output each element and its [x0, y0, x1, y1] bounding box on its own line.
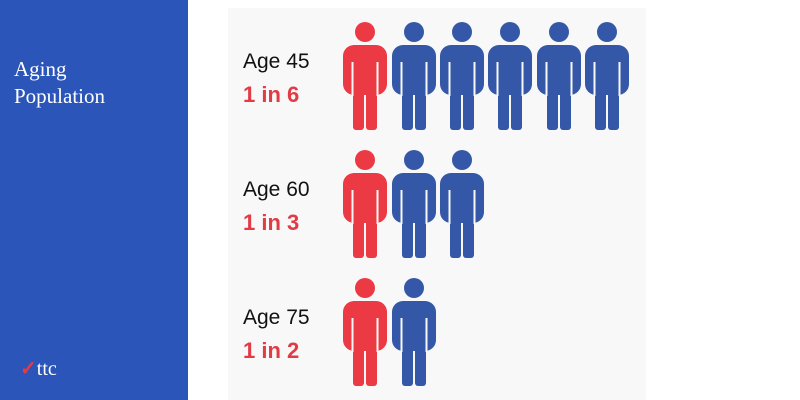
row-ratio: 1 in 2 [243, 338, 300, 363]
person-icon [584, 21, 630, 131]
person-icon [487, 21, 533, 131]
person-icon-highlight [342, 277, 388, 387]
person-icon-highlight [342, 149, 388, 259]
person-icon [536, 21, 582, 131]
row-label: Age 60 [243, 178, 310, 201]
person-icon [439, 21, 485, 131]
person-icon-highlight [342, 21, 388, 131]
row-ratio: 1 in 6 [243, 82, 300, 107]
person-icon [391, 21, 437, 131]
person-icon [391, 277, 437, 387]
row-label: Age 45 [243, 50, 310, 73]
row-label: Age 75 [243, 306, 310, 329]
logo: ✓ttc [20, 356, 57, 381]
person-icon [439, 149, 485, 259]
sidebar: Aging Population ✓ttc [0, 0, 188, 400]
logo-text: ttc [36, 358, 57, 380]
sidebar-title: Aging Population [14, 57, 106, 108]
logo-check: ✓ [20, 358, 37, 380]
row-ratio: 1 in 3 [243, 210, 300, 235]
person-icon [391, 149, 437, 259]
